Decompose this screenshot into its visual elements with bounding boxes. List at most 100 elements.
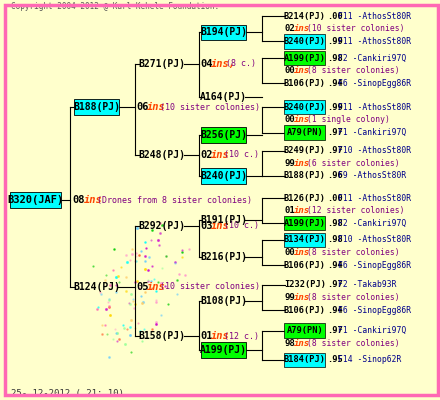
Text: B194(PJ): B194(PJ) [200, 28, 247, 38]
Text: ins: ins [294, 293, 311, 302]
Text: A79(PN): A79(PN) [286, 128, 323, 137]
Text: B191(PJ): B191(PJ) [200, 215, 247, 225]
Text: ins: ins [294, 24, 311, 33]
FancyBboxPatch shape [284, 353, 326, 367]
Text: .98: .98 [327, 219, 343, 228]
Text: .94: .94 [327, 79, 343, 88]
Text: ins: ins [294, 339, 311, 348]
FancyBboxPatch shape [201, 168, 246, 184]
Text: B124(PJ): B124(PJ) [73, 282, 120, 292]
Text: .98: .98 [327, 235, 343, 244]
FancyBboxPatch shape [201, 127, 246, 143]
Text: F11 -AthosSt80R: F11 -AthosSt80R [338, 12, 411, 21]
FancyBboxPatch shape [284, 233, 326, 247]
Text: 06: 06 [137, 102, 149, 112]
Text: B240(PJ): B240(PJ) [284, 37, 326, 46]
Text: (12 c.): (12 c.) [224, 332, 259, 340]
Text: F1 -Cankiri97Q: F1 -Cankiri97Q [338, 128, 406, 137]
Text: 00: 00 [285, 66, 295, 75]
Text: A199(PJ): A199(PJ) [284, 219, 326, 228]
Text: ins: ins [147, 102, 165, 112]
Text: B216(PJ): B216(PJ) [200, 252, 247, 262]
Text: (8 sister colonies): (8 sister colonies) [308, 293, 400, 302]
Text: ins: ins [211, 221, 230, 231]
Text: (10 sister colonies): (10 sister colonies) [160, 103, 260, 112]
Text: .97: .97 [327, 146, 343, 155]
Text: A199(PJ): A199(PJ) [200, 345, 247, 355]
Text: .95: .95 [327, 355, 343, 364]
Text: B188(PJ): B188(PJ) [284, 172, 326, 180]
Text: B106(PJ): B106(PJ) [284, 260, 326, 270]
Text: .00: .00 [327, 194, 343, 202]
Text: ins: ins [294, 206, 311, 215]
Text: 03: 03 [201, 221, 213, 231]
Text: (10 sister colonies): (10 sister colonies) [160, 282, 260, 291]
Text: B248(PJ): B248(PJ) [139, 150, 186, 160]
Text: F1 -Cankiri97Q: F1 -Cankiri97Q [338, 326, 406, 335]
Text: F6 -SinopEgg86R: F6 -SinopEgg86R [338, 260, 411, 270]
Text: 02: 02 [201, 150, 213, 160]
Text: (8 sister colonies): (8 sister colonies) [308, 248, 400, 257]
Text: B158(PJ): B158(PJ) [139, 331, 186, 341]
Text: 00: 00 [285, 116, 295, 124]
Text: F14 -Sinop62R: F14 -Sinop62R [338, 355, 401, 364]
Text: F11 -AthosSt80R: F11 -AthosSt80R [338, 103, 411, 112]
Text: B256(PJ): B256(PJ) [200, 130, 247, 140]
Text: B126(PJ): B126(PJ) [284, 194, 326, 202]
Text: B108(PJ): B108(PJ) [200, 296, 247, 306]
FancyBboxPatch shape [284, 100, 326, 114]
Text: (8 c.): (8 c.) [226, 60, 256, 68]
Text: 04: 04 [201, 59, 213, 69]
Text: F6 -SinopEgg86R: F6 -SinopEgg86R [338, 306, 411, 314]
Text: B106(PJ): B106(PJ) [284, 79, 326, 88]
Text: ins: ins [294, 116, 311, 124]
Text: (12 sister colonies): (12 sister colonies) [308, 206, 405, 215]
Text: 01: 01 [285, 206, 295, 215]
FancyBboxPatch shape [284, 324, 326, 338]
Text: .96: .96 [327, 172, 343, 180]
Text: (8 sister colonies): (8 sister colonies) [308, 339, 400, 348]
FancyBboxPatch shape [284, 216, 326, 230]
Text: (6 sister colonies): (6 sister colonies) [308, 159, 400, 168]
Text: 08: 08 [73, 195, 85, 205]
Text: .99: .99 [327, 103, 343, 112]
Text: I232(PJ): I232(PJ) [284, 280, 326, 289]
Text: ins: ins [294, 159, 311, 168]
Text: ins: ins [211, 150, 230, 160]
Text: B292(PJ): B292(PJ) [139, 221, 186, 231]
Text: B249(PJ): B249(PJ) [284, 146, 326, 155]
Text: F10 -AthosSt80R: F10 -AthosSt80R [338, 235, 411, 244]
Text: ins,: ins, [211, 59, 236, 69]
FancyBboxPatch shape [74, 100, 119, 115]
Text: F10 -AthosSt80R: F10 -AthosSt80R [338, 146, 411, 155]
Text: .99: .99 [327, 37, 343, 46]
Text: B214(PJ): B214(PJ) [284, 12, 326, 21]
Text: .97: .97 [327, 280, 343, 289]
Text: A164(PJ): A164(PJ) [200, 92, 247, 102]
Text: 05: 05 [137, 282, 149, 292]
Text: (10 sister colonies): (10 sister colonies) [308, 24, 405, 33]
Text: F9 -AthosSt80R: F9 -AthosSt80R [338, 172, 406, 180]
Text: F6 -SinopEgg86R: F6 -SinopEgg86R [338, 79, 411, 88]
Text: ins: ins [84, 195, 102, 205]
Text: .94: .94 [327, 260, 343, 270]
Text: (10 c.): (10 c.) [224, 150, 259, 159]
Text: (Drones from 8 sister colonies): (Drones from 8 sister colonies) [97, 196, 252, 204]
Text: 02: 02 [285, 24, 295, 33]
Text: B188(PJ): B188(PJ) [73, 102, 120, 112]
FancyBboxPatch shape [201, 24, 246, 40]
Text: B240(PJ): B240(PJ) [284, 103, 326, 112]
Text: 01: 01 [201, 331, 213, 341]
Text: .97: .97 [327, 326, 343, 335]
Text: 25- 12-2012 ( 21: 10): 25- 12-2012 ( 21: 10) [11, 389, 124, 398]
Text: F2 -Cankiri97Q: F2 -Cankiri97Q [338, 219, 406, 228]
Text: ins: ins [211, 331, 230, 341]
Text: B134(PJ): B134(PJ) [284, 235, 326, 244]
Text: .00: .00 [327, 12, 343, 21]
FancyBboxPatch shape [201, 342, 246, 358]
Text: 98: 98 [285, 339, 295, 348]
Text: F11 -AthosSt80R: F11 -AthosSt80R [338, 37, 411, 46]
Text: B320(JAF): B320(JAF) [7, 195, 63, 205]
Text: 99: 99 [285, 293, 295, 302]
Text: A199(PJ): A199(PJ) [284, 54, 326, 62]
